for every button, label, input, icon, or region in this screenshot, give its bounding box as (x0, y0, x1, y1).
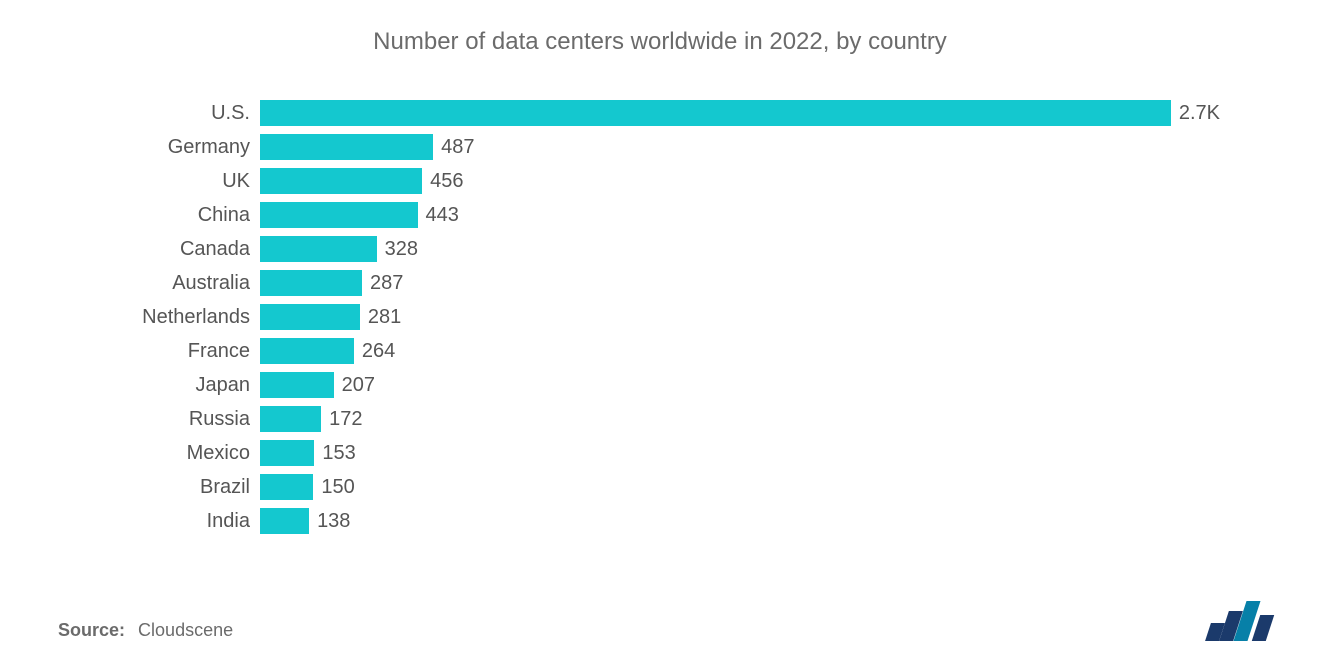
value-label: 138 (317, 510, 350, 533)
category-label: China (0, 204, 250, 227)
bar-row: Australia287 (260, 266, 1220, 300)
bar-row: France264 (260, 334, 1220, 368)
bar-track: 487 (260, 130, 1220, 164)
bar-row: UK456 (260, 164, 1220, 198)
bar-row: China443 (260, 198, 1220, 232)
chart-title: Number of data centers worldwide in 2022… (0, 0, 1320, 96)
category-label: Australia (0, 272, 250, 295)
source-attribution: Source: Cloudscene (58, 620, 233, 641)
value-label: 264 (362, 340, 395, 363)
value-label: 328 (385, 238, 418, 261)
bar-track: 328 (260, 232, 1220, 266)
bar-row: Japan207 (260, 368, 1220, 402)
bar (260, 304, 360, 330)
bar-track: 264 (260, 334, 1220, 368)
bar-row: Russia172 (260, 402, 1220, 436)
bar (260, 134, 433, 160)
value-label: 487 (441, 136, 474, 159)
category-label: Mexico (0, 442, 250, 465)
value-label: 287 (370, 272, 403, 295)
value-label: 207 (342, 374, 375, 397)
category-label: Russia (0, 408, 250, 431)
bar-track: 443 (260, 198, 1220, 232)
value-label: 443 (426, 204, 459, 227)
bar-row: Mexico153 (260, 436, 1220, 470)
bar (260, 372, 334, 398)
bar-row: U.S.2.7K (260, 96, 1220, 130)
category-label: France (0, 340, 250, 363)
value-label: 2.7K (1179, 102, 1220, 125)
bar-track: 172 (260, 402, 1220, 436)
bar-row: Germany487 (260, 130, 1220, 164)
bar (260, 508, 309, 534)
value-label: 456 (430, 170, 463, 193)
bar (260, 236, 377, 262)
chart-plot-area: U.S.2.7KGermany487UK456China443Canada328… (0, 96, 1320, 538)
value-label: 172 (329, 408, 362, 431)
bar-track: 138 (260, 504, 1220, 538)
source-label: Source: (58, 620, 125, 640)
brand-logo-icon (1208, 601, 1280, 641)
category-label: Brazil (0, 476, 250, 499)
bar-track: 456 (260, 164, 1220, 198)
bar-row: Canada328 (260, 232, 1220, 266)
bar (260, 202, 418, 228)
value-label: 153 (322, 442, 355, 465)
category-label: Netherlands (0, 306, 250, 329)
bar-track: 287 (260, 266, 1220, 300)
source-value: Cloudscene (138, 620, 233, 640)
bar (260, 100, 1171, 126)
category-label: Canada (0, 238, 250, 261)
category-label: Germany (0, 136, 250, 159)
value-label: 281 (368, 306, 401, 329)
bar (260, 270, 362, 296)
chart-footer: Source: Cloudscene (58, 601, 1280, 641)
bar-row: Netherlands281 (260, 300, 1220, 334)
bar-track: 150 (260, 470, 1220, 504)
bar (260, 474, 313, 500)
category-label: UK (0, 170, 250, 193)
bar (260, 440, 314, 466)
bar-track: 207 (260, 368, 1220, 402)
category-label: U.S. (0, 102, 250, 125)
category-label: India (0, 510, 250, 533)
bar-row: India138 (260, 504, 1220, 538)
category-label: Japan (0, 374, 250, 397)
bar (260, 168, 422, 194)
bar-row: Brazil150 (260, 470, 1220, 504)
bar (260, 338, 354, 364)
bar-track: 2.7K (260, 96, 1220, 130)
bar (260, 406, 321, 432)
bar-track: 153 (260, 436, 1220, 470)
bar-track: 281 (260, 300, 1220, 334)
value-label: 150 (321, 476, 354, 499)
